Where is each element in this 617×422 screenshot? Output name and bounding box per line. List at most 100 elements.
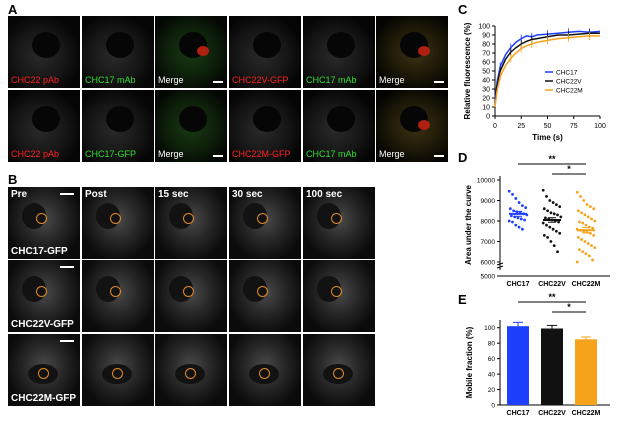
bleach-roi-circle <box>257 213 268 224</box>
data-point <box>511 220 514 224</box>
series-line-chc22m <box>494 35 600 108</box>
data-point <box>592 207 596 211</box>
time-point-label: Post <box>85 189 107 200</box>
legend-label: CHC22M <box>556 88 583 95</box>
cell-nucleus-shape <box>327 32 355 58</box>
micrograph-caption: CHC17 mAb <box>85 75 136 85</box>
bleach-roi-circle <box>110 213 121 224</box>
data-point <box>579 195 582 198</box>
frap-frame-r1-c4: 30 sec <box>229 187 301 259</box>
y-axis-title: Mobile fraction (%) <box>465 326 474 398</box>
micrograph-caption: CHC22M-GFP <box>232 149 291 159</box>
data-point <box>581 250 585 254</box>
data-point <box>514 197 518 200</box>
data-point <box>514 223 518 227</box>
cell-nucleus-shape <box>179 106 207 132</box>
bleach-roi-circle <box>112 368 123 379</box>
frap-frame-r2-c4 <box>229 260 301 332</box>
y-tick-label: 60 <box>482 60 490 67</box>
bleach-roi-circle <box>259 368 270 379</box>
legend-label: CHC17 <box>556 70 578 77</box>
frap-frame-r2-c3 <box>155 260 227 332</box>
data-point <box>558 231 562 235</box>
data-point <box>511 192 514 196</box>
data-point <box>549 211 553 215</box>
data-point <box>556 213 559 217</box>
data-point <box>583 213 587 217</box>
data-point <box>542 207 546 211</box>
chart-c-recovery: 0 25 50 75 100 0 10 20 30 40 50 60 70 80 90 100 Time (s)… <box>463 22 606 142</box>
data-point <box>517 225 521 229</box>
data-point <box>575 260 579 264</box>
y-tick-label: 100 <box>478 24 490 31</box>
y-tick-label: 7000 <box>481 239 496 246</box>
y-tick-label: 80 <box>482 42 490 49</box>
cell-nucleus-shape <box>327 106 355 132</box>
x-category-label: CHC22V <box>538 281 566 288</box>
micrograph-a-r2-c3: Merge <box>155 90 227 162</box>
frap-frame-r3-c2 <box>82 334 154 406</box>
axis-break-mark <box>496 265 504 269</box>
y-tick-label: 6000 <box>481 260 496 267</box>
frap-frame-r2-c2 <box>82 260 154 332</box>
data-point <box>576 209 580 213</box>
micrograph-caption: CHC17-GFP <box>85 149 137 159</box>
x-category-label: CHC17 <box>507 410 530 417</box>
data-point <box>545 195 548 198</box>
data-point <box>521 204 524 208</box>
significance-marker: * <box>567 164 571 174</box>
data-point <box>507 219 511 223</box>
frap-frame-r1-c2: Post <box>82 187 154 259</box>
data-point <box>589 205 592 209</box>
bleach-roi-circle <box>36 213 47 224</box>
data-point <box>583 240 587 243</box>
data-point <box>523 218 526 222</box>
chart-d-area-under-curve: 5000 6000 7000 8000 9000 10000 Area under the … <box>464 154 610 288</box>
data-point <box>507 189 511 193</box>
x-tick-label: 0 <box>493 123 497 130</box>
y-tick-label: 20 <box>482 96 490 103</box>
y-tick-label: 40 <box>488 372 496 379</box>
significance-marker: * <box>567 302 571 312</box>
y-tick-label: 10 <box>482 105 490 112</box>
panel-label-b: B <box>8 172 18 187</box>
y-tick-label: 9000 <box>481 198 496 205</box>
y-tick-label: 10000 <box>477 178 495 185</box>
data-point <box>593 219 597 223</box>
x-category-label: CHC22M <box>572 281 601 288</box>
y-axis-title: Relative fluorescence (%) <box>463 22 472 119</box>
micrograph-a-r1-c6: Merge <box>376 16 448 88</box>
micrograph-caption: Merge <box>158 75 184 85</box>
cell-nucleus-shape <box>106 32 134 58</box>
frap-frame-r3-c5 <box>303 334 375 406</box>
micrograph-a-r1-c3: Merge <box>155 16 227 88</box>
red-signal-spot <box>197 46 209 56</box>
bleach-roi-circle <box>183 213 194 224</box>
y-tick-label: 70 <box>482 51 490 58</box>
cell-nucleus-shape <box>106 106 134 132</box>
data-point <box>524 206 528 210</box>
y-tick-label: 100 <box>484 325 495 332</box>
data-point <box>556 250 559 254</box>
data-point <box>590 217 593 221</box>
frap-frame-r1-c5: 100 sec <box>303 187 375 259</box>
time-point-label: 30 sec <box>232 189 263 200</box>
series-line-chc22v <box>494 32 600 106</box>
cell-nucleus-shape <box>32 106 60 132</box>
frap-frame-r3-c1: CHC22M-GFP <box>8 334 80 406</box>
panel-label-c: C <box>458 2 468 17</box>
data-point <box>542 233 546 237</box>
data-point <box>576 236 580 239</box>
data-point <box>590 244 593 247</box>
y-tick-label: 40 <box>482 78 490 85</box>
data-point <box>552 244 556 247</box>
panel-label-e: E <box>458 292 467 307</box>
data-point <box>508 207 512 211</box>
micrograph-caption: CHC22 pAb <box>11 75 60 85</box>
y-tick-label: 50 <box>482 69 490 76</box>
red-signal-spot <box>418 46 430 56</box>
data-point <box>516 216 520 220</box>
bleach-roi-circle <box>333 368 344 379</box>
axis-break-mark <box>496 262 504 266</box>
micrograph-a-r2-c1: CHC22 pAb <box>8 90 80 162</box>
